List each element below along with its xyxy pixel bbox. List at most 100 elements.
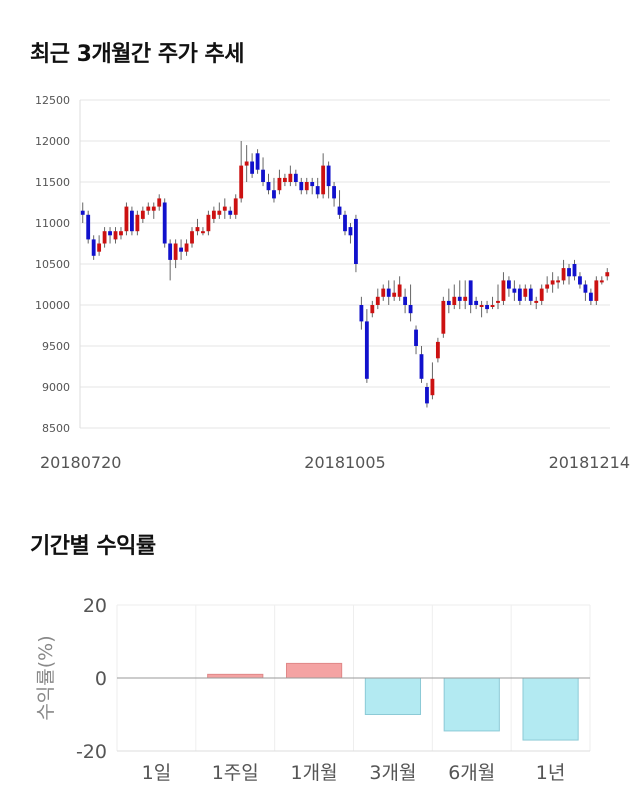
candle-body xyxy=(80,210,85,215)
candle-body xyxy=(211,210,216,219)
candle-body xyxy=(528,288,533,301)
candle-body xyxy=(102,231,107,244)
candle-body xyxy=(397,284,402,297)
candle-body xyxy=(337,206,342,215)
candle-body xyxy=(310,182,315,187)
y-tick-label: 11000 xyxy=(35,217,70,230)
candle-body xyxy=(135,214,140,232)
candle-body xyxy=(430,378,435,396)
candle-body xyxy=(304,182,309,191)
candle-body xyxy=(556,280,561,283)
x-category-label: 1일 xyxy=(142,762,172,784)
candle-body xyxy=(452,296,457,305)
candle-body xyxy=(408,305,413,314)
candle-body xyxy=(364,321,369,379)
y-axis-title: 수익률(%) xyxy=(35,635,57,720)
return-bar xyxy=(285,662,343,679)
candle-body xyxy=(534,300,539,303)
candle-body xyxy=(523,288,528,297)
candle-body xyxy=(359,305,364,322)
candle-body xyxy=(332,186,336,199)
candle-body xyxy=(244,161,249,166)
candle-body xyxy=(140,210,145,219)
candle-body xyxy=(321,165,326,195)
candle-body xyxy=(119,231,123,236)
y-tick-label: 11500 xyxy=(35,176,70,189)
x-category-label: 1주일 xyxy=(212,762,259,784)
candle-body xyxy=(425,387,429,404)
y-tick-label: -20 xyxy=(76,741,107,763)
candle-body xyxy=(250,161,255,174)
candle-body xyxy=(496,300,500,303)
candle-body xyxy=(113,231,118,240)
candle-body xyxy=(501,280,506,301)
y-tick-label: 10500 xyxy=(35,258,70,271)
candle-body xyxy=(190,231,194,244)
candle-body xyxy=(539,288,544,301)
candle-body xyxy=(370,305,375,314)
candle-body xyxy=(343,214,347,232)
candle-body xyxy=(146,206,151,211)
candle-body xyxy=(282,177,287,182)
candle-body xyxy=(605,272,610,277)
candle-body xyxy=(441,300,446,334)
candle-body xyxy=(578,276,582,285)
candle-body xyxy=(288,173,293,182)
candle-body xyxy=(561,268,566,281)
period-return-title: 기간별 수익률 xyxy=(30,534,156,559)
candle-body xyxy=(184,243,189,252)
candle-body xyxy=(315,186,320,195)
candle-body xyxy=(479,305,484,307)
candle-body xyxy=(490,305,495,307)
candle-body xyxy=(348,227,353,236)
candle-body xyxy=(261,169,265,182)
candle-body xyxy=(386,288,391,297)
candle-body xyxy=(233,198,238,215)
candle-body xyxy=(567,268,571,277)
candle-body xyxy=(392,292,397,297)
candle-body xyxy=(129,210,134,232)
x-category-label: 1년 xyxy=(536,762,566,784)
candle-body xyxy=(86,214,91,240)
candle-body xyxy=(157,198,162,207)
y-tick-label: 20 xyxy=(83,595,107,617)
candle-body xyxy=(572,264,577,277)
candle-body xyxy=(381,288,386,297)
candle-body xyxy=(507,280,511,289)
candle-body xyxy=(151,206,156,211)
candle-body xyxy=(108,231,112,236)
candle-body xyxy=(517,288,522,301)
candle-body xyxy=(168,243,173,260)
candle-body xyxy=(468,280,473,305)
candle-body xyxy=(272,190,276,199)
candle-body xyxy=(206,214,211,232)
candle-body xyxy=(403,296,408,305)
y-tick-label: 9500 xyxy=(42,340,70,353)
x-date-label: 20181005 xyxy=(304,453,385,472)
y-tick-label: 0 xyxy=(95,668,107,690)
candle-body xyxy=(195,227,200,232)
candle-body xyxy=(162,202,167,244)
candle-body xyxy=(124,206,129,232)
candle-body xyxy=(419,354,424,379)
candle-body xyxy=(266,182,271,191)
candle-body xyxy=(414,329,418,346)
candle-body xyxy=(228,210,233,215)
x-date-label: 20180720 xyxy=(40,453,121,472)
candle-body xyxy=(583,284,588,293)
candle-body xyxy=(293,173,298,182)
candle-body xyxy=(435,341,440,359)
y-tick-label: 10000 xyxy=(35,299,70,312)
candle-body xyxy=(255,153,260,170)
return-bar xyxy=(207,673,264,679)
candle-body xyxy=(588,292,593,301)
candle-body xyxy=(512,288,517,293)
candle-body xyxy=(277,177,282,191)
x-category-label: 3개월 xyxy=(369,762,416,784)
candle-body xyxy=(485,305,489,310)
candle-body xyxy=(222,206,227,211)
x-category-label: 1개월 xyxy=(291,762,338,784)
candle-body xyxy=(91,239,96,256)
candle-body xyxy=(594,280,599,301)
